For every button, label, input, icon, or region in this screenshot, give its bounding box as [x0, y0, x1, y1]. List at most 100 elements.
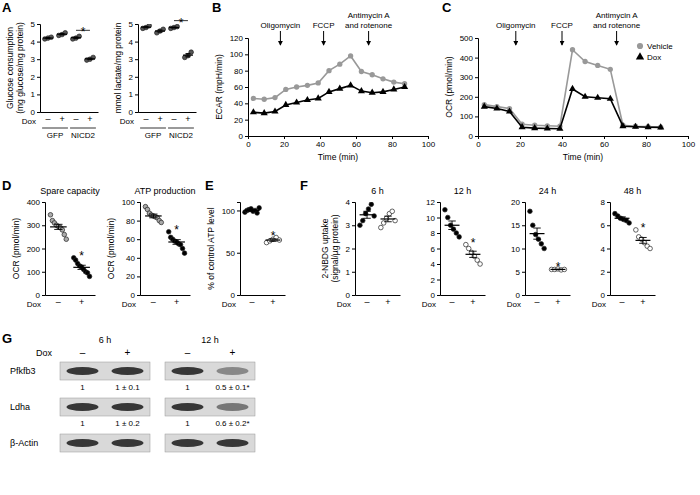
y-tick: 0: [346, 291, 355, 300]
error-bar-stem: [537, 228, 538, 239]
data-point: [358, 87, 365, 93]
legend: VehicleDox: [636, 42, 674, 62]
error-bar-cap: [363, 218, 370, 219]
error-bar-cap: [384, 221, 391, 222]
data-point: [348, 53, 353, 58]
marks: [250, 53, 408, 115]
mean-line: [169, 27, 179, 28]
x-tick: +: [385, 297, 390, 307]
y-tick-label: 8: [601, 198, 606, 207]
y-tick: 3: [346, 221, 355, 230]
panel-label: C: [442, 0, 452, 15]
data-point: [594, 94, 601, 100]
significance-label: *: [81, 25, 86, 39]
chart-title: Spare capacity: [40, 186, 100, 196]
y-axis-line: [522, 203, 526, 296]
x-tick: –: [365, 297, 370, 307]
error-bar-cap: [363, 211, 370, 212]
data-point: [315, 94, 322, 100]
chart-title: 12 h: [454, 186, 472, 196]
y-axis: 020406080100: [122, 198, 141, 300]
x-tick-label: +: [470, 297, 475, 307]
annotation-label: Oligomycin: [496, 21, 536, 30]
x-axis-title: Dox: [422, 300, 436, 309]
y-axis-line: [437, 203, 441, 296]
data-point: [64, 237, 69, 242]
y-tick-label: 300: [460, 73, 474, 82]
marks: [141, 24, 194, 60]
data-point: [261, 109, 268, 115]
error-bar-cap: [60, 34, 65, 35]
x-tick-mark: [248, 136, 249, 139]
error-bar-cap: [533, 239, 540, 240]
annotation-label: Oligomycin: [261, 21, 301, 30]
x-tick-mark: [356, 136, 357, 139]
y-tick-label: 60: [234, 83, 243, 92]
y-tick-label: 80: [234, 67, 243, 76]
series-line: [253, 85, 404, 113]
x-tick-mark: [604, 136, 605, 139]
y-tick-mark: [522, 272, 525, 273]
x-tick-mark: [688, 136, 689, 139]
mean-line: [71, 37, 81, 38]
error-bar: [60, 34, 65, 35]
x-tick: 0: [246, 136, 251, 149]
x-tick-label: –: [73, 114, 78, 124]
data-point: [87, 274, 92, 279]
data-point: [530, 223, 535, 228]
x-tick-label: –: [144, 114, 149, 124]
band: [172, 367, 204, 375]
panel-label: A: [2, 0, 12, 15]
x-axis-line: [141, 295, 191, 296]
x-tick-label: –: [450, 297, 455, 307]
error-bar: [73, 37, 78, 38]
x-axis-line: [479, 137, 689, 140]
annotation-arrow: [515, 31, 516, 45]
y-tick-label: 4: [129, 38, 134, 47]
y-tick: 80: [234, 67, 248, 76]
row-label: Ldha: [10, 402, 30, 412]
y-tick-mark: [42, 249, 45, 250]
x-tick-label: –: [620, 297, 625, 307]
series-line: [484, 50, 660, 127]
y-tick-label: 15: [511, 221, 520, 230]
y-axis-line: [42, 203, 46, 296]
x-tick: +: [640, 297, 645, 307]
y-tick: 2: [31, 73, 40, 82]
legend-marker: [636, 52, 644, 59]
data-point: [283, 87, 288, 92]
x-axis-line: [241, 295, 286, 296]
y-tick-label: 0: [131, 291, 136, 300]
x-tick-label: –: [151, 297, 156, 307]
y-tick: 8: [431, 229, 440, 238]
x-tick: +: [79, 297, 84, 307]
y-tick: 4: [31, 38, 40, 47]
data-point: [627, 221, 632, 226]
data-point: [569, 85, 576, 91]
band: [217, 439, 249, 447]
error-bar: [172, 240, 180, 245]
y-tick-label: 4: [31, 38, 36, 47]
y-tick: 200: [460, 93, 478, 102]
y-tick-mark: [522, 202, 525, 203]
data-point: [379, 225, 384, 230]
x-tick: 20: [280, 136, 289, 149]
group-bracket: [168, 128, 194, 129]
group-bracket: [140, 128, 166, 129]
error-bar-cap: [185, 53, 190, 54]
mean-line: [85, 58, 95, 59]
y-tick-label: 50: [226, 249, 235, 258]
annotation-arrow: [368, 31, 369, 45]
data-point: [366, 207, 371, 212]
annotation-label: and rotenone: [345, 21, 393, 30]
x-tick: –: [56, 297, 61, 307]
data-point: [159, 220, 164, 225]
mean-line: [141, 27, 151, 28]
y-tick: 20: [234, 116, 248, 125]
y-tick: 2: [129, 73, 138, 82]
y-tick-mark: [37, 77, 40, 78]
y-tick-mark: [237, 210, 240, 211]
blot-box: [60, 398, 150, 416]
x-tick: 0: [476, 136, 481, 149]
x-tick: 40: [316, 136, 325, 149]
